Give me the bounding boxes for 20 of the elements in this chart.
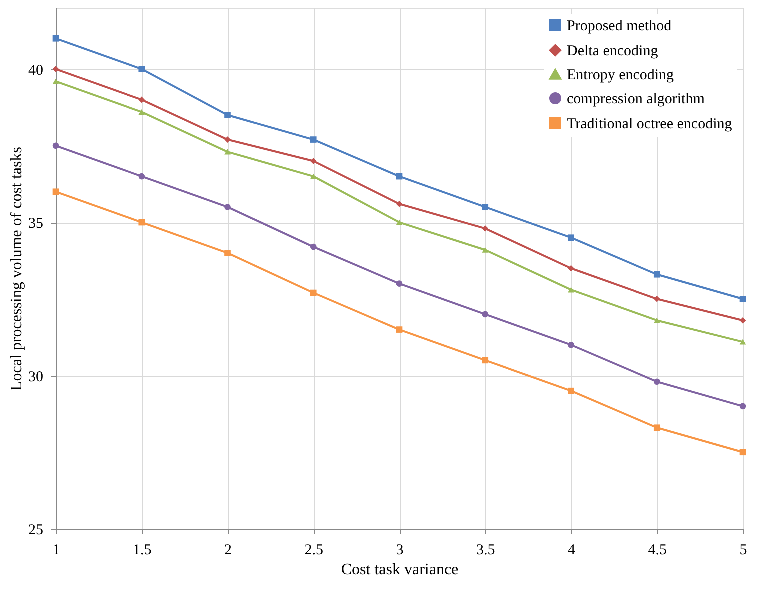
x-axis-title: Cost task variance [341, 562, 459, 578]
x-tick-label: 3.5 [476, 542, 496, 558]
y-tick-label: 25 [28, 522, 44, 538]
x-tick-label: 1 [52, 542, 60, 558]
legend-label: Proposed method [567, 18, 672, 34]
x-tick-label: 1.5 [133, 542, 152, 558]
legend-label: Traditional octree encoding [567, 116, 733, 132]
y-tick-label: 35 [28, 216, 44, 232]
legend-label: Delta encoding [567, 44, 659, 60]
x-tick-label: 3 [396, 542, 404, 558]
y-axis-title: Local processing volume of cost tasks [8, 147, 26, 391]
x-tick-label: 5 [740, 542, 748, 558]
x-tick-label: 2.5 [304, 542, 324, 558]
x-tick-label: 2 [224, 542, 232, 558]
legend-label: compression algorithm [567, 92, 706, 108]
x-tick-label: 4 [568, 542, 576, 558]
legend-label: Entropy encoding [567, 68, 675, 84]
x-tick-label: 4.5 [648, 542, 667, 558]
y-tick-label: 40 [28, 62, 44, 79]
y-tick-label: 30 [28, 369, 44, 386]
